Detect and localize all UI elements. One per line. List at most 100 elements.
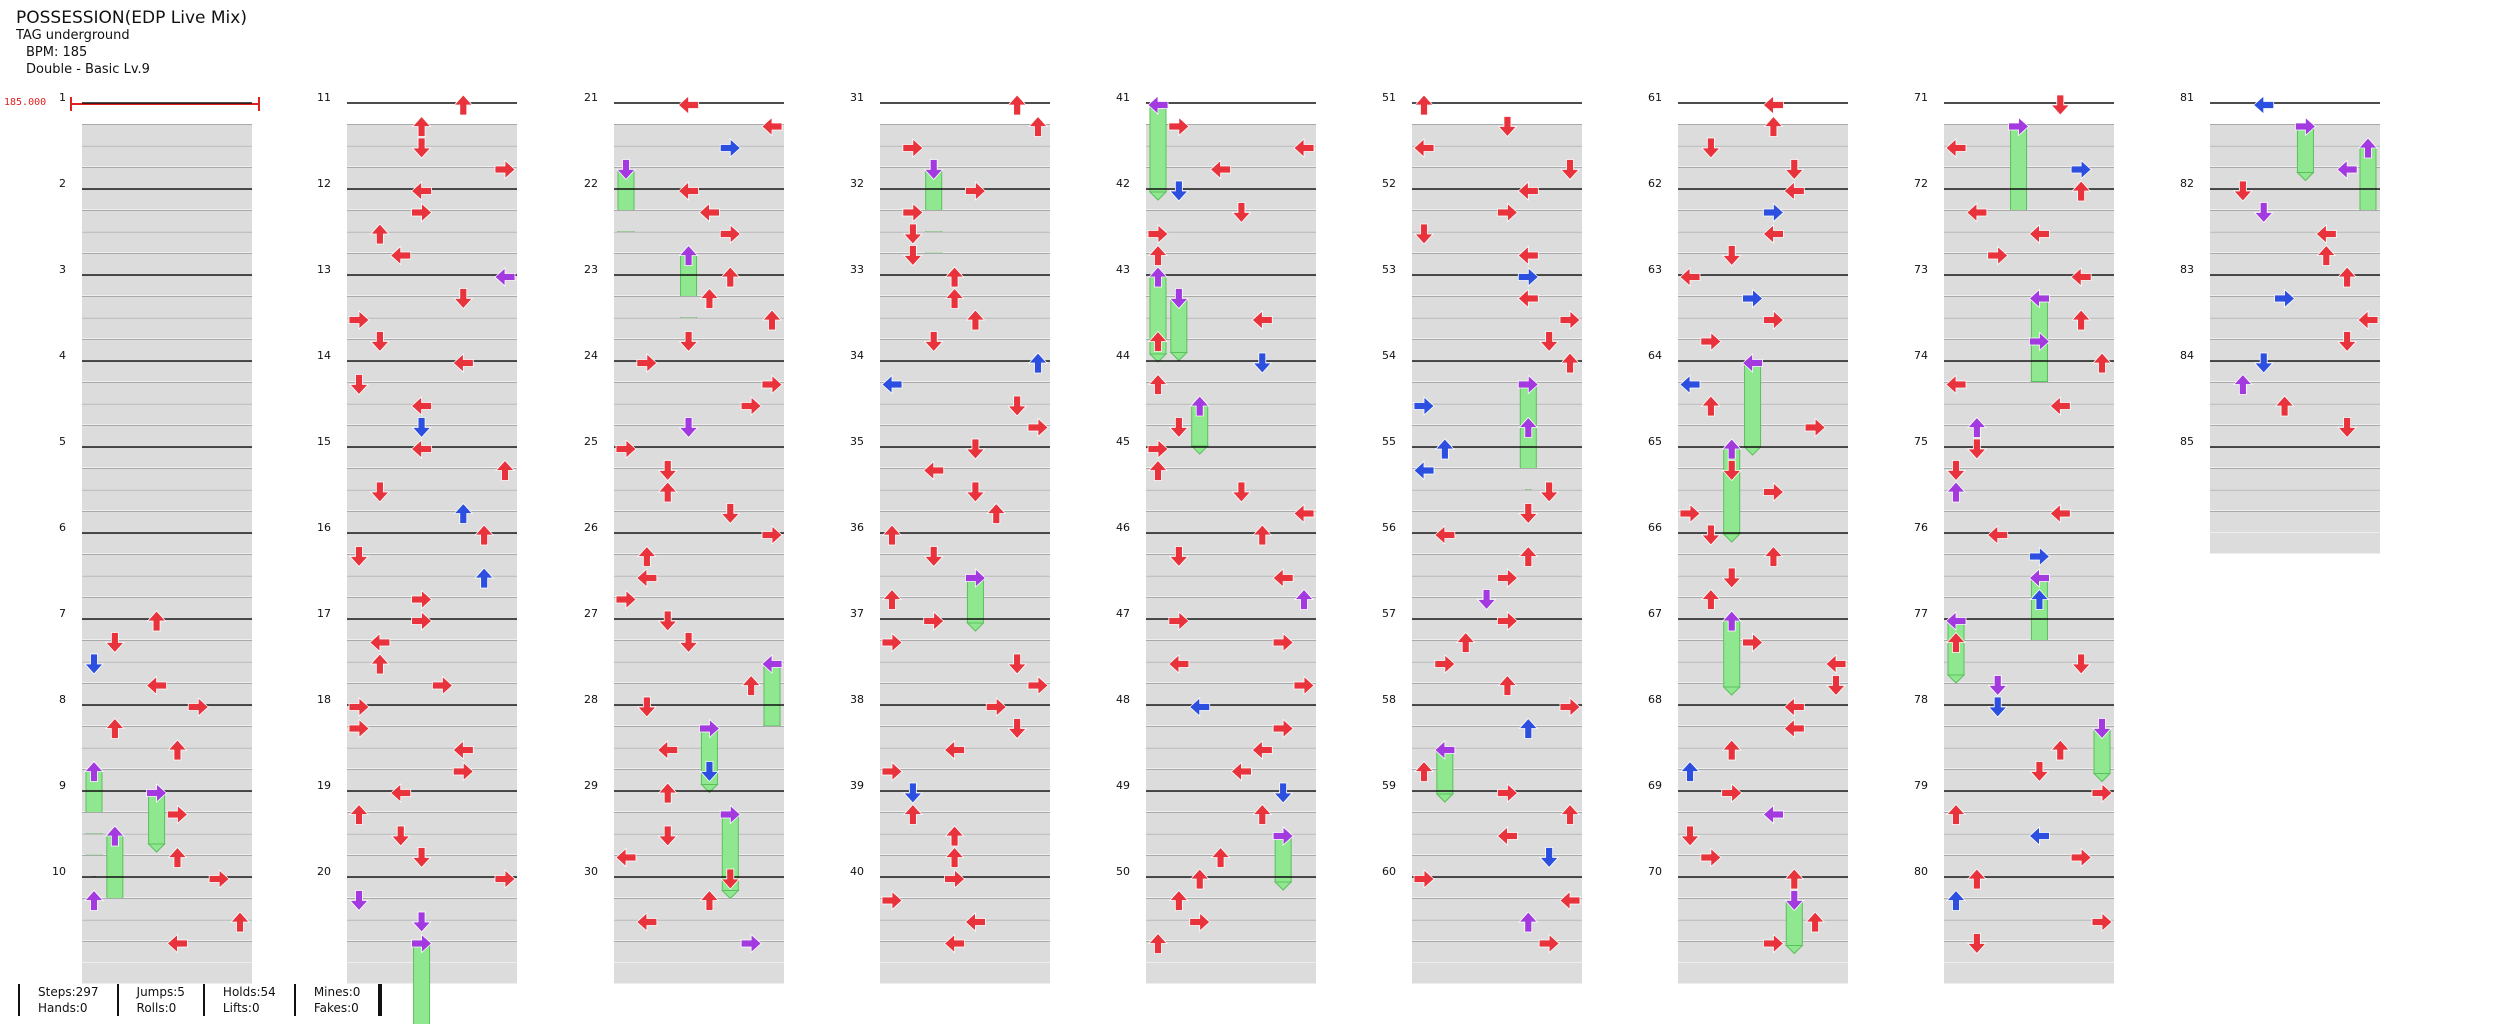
beat-shade bbox=[347, 511, 517, 532]
beat-shade bbox=[880, 360, 1050, 382]
beat-shade bbox=[1412, 962, 1582, 984]
beat-shade bbox=[347, 145, 517, 167]
beat-shade bbox=[1412, 812, 1582, 833]
step-arrow bbox=[881, 761, 903, 782]
step-arrow bbox=[1168, 116, 1190, 137]
measure: 3 bbox=[59, 263, 252, 382]
beat-shade bbox=[614, 833, 784, 855]
measure-number: 52 bbox=[1382, 177, 1396, 190]
step-arrow bbox=[1497, 116, 1518, 138]
beat-shade bbox=[347, 919, 517, 941]
step-arrow bbox=[1293, 675, 1315, 696]
step-arrow bbox=[1476, 589, 1497, 611]
step-arrow bbox=[657, 825, 678, 847]
beat-shade bbox=[82, 962, 252, 984]
step-arrow bbox=[1826, 675, 1846, 697]
beat-shade bbox=[1678, 704, 1848, 726]
measure: 65 bbox=[1648, 435, 1848, 554]
beat-shade bbox=[614, 790, 784, 812]
step-arrow bbox=[349, 546, 369, 568]
measure-number: 12 bbox=[317, 177, 331, 190]
beat-shade bbox=[614, 532, 784, 554]
measure: 16 bbox=[317, 521, 517, 640]
beat-shade bbox=[1412, 296, 1582, 317]
step-arrow bbox=[2028, 288, 2050, 309]
chart-stats: Steps:297 Hands:0 Jumps:5 Rolls:0 Holds:… bbox=[18, 984, 383, 1016]
beat-shade bbox=[2210, 188, 2380, 210]
measure-number: 77 bbox=[1914, 607, 1928, 620]
step-arrow bbox=[1148, 373, 1168, 395]
beat-shade bbox=[1944, 360, 2114, 382]
beat-shade bbox=[82, 296, 252, 317]
beat-shade bbox=[880, 167, 1050, 188]
step-arrow bbox=[1148, 932, 1168, 954]
measure-number: 66 bbox=[1648, 521, 1662, 534]
step-arrow bbox=[1680, 760, 1700, 782]
measure-number: 33 bbox=[850, 263, 864, 276]
beat-shade bbox=[1678, 317, 1848, 339]
measure-number: 65 bbox=[1648, 435, 1662, 448]
beat-shade bbox=[1944, 253, 2114, 274]
beat-shade bbox=[1412, 425, 1582, 446]
song-artist: TAG underground bbox=[16, 28, 130, 43]
beat-shade bbox=[1146, 382, 1316, 403]
step-arrow bbox=[965, 181, 987, 201]
beat-shade bbox=[82, 618, 252, 640]
measure: 54 bbox=[1382, 349, 1582, 493]
beat-shade bbox=[1412, 790, 1582, 812]
beat-shade bbox=[1678, 511, 1848, 532]
step-arrow bbox=[678, 632, 699, 654]
beat-shade bbox=[1678, 210, 1848, 231]
measure-number: 71 bbox=[1914, 91, 1928, 104]
measure-number: 82 bbox=[2180, 177, 2194, 190]
beat-shade bbox=[1678, 640, 1848, 661]
step-arrow bbox=[369, 331, 390, 353]
beat-shade bbox=[880, 317, 1050, 339]
beat-shade bbox=[1412, 210, 1582, 231]
measure-number: 49 bbox=[1116, 779, 1130, 792]
step-arrow bbox=[902, 245, 923, 267]
beat-shade bbox=[1944, 941, 2114, 962]
beat-shade bbox=[1146, 210, 1316, 231]
measure-number: 46 bbox=[1116, 521, 1130, 534]
beat-shade bbox=[1412, 317, 1582, 339]
step-arrow bbox=[2029, 761, 2050, 783]
step-arrow bbox=[411, 115, 432, 137]
beat-shade bbox=[1146, 898, 1316, 919]
beat-shade bbox=[614, 855, 784, 876]
beat-shade bbox=[1944, 747, 2114, 769]
beat-shade bbox=[1146, 188, 1316, 210]
beat-shade bbox=[1412, 855, 1582, 876]
step-arrow bbox=[2071, 653, 2092, 675]
measure-number: 37 bbox=[850, 607, 864, 620]
step-arrow bbox=[2028, 826, 2050, 846]
step-arrow bbox=[965, 481, 986, 503]
step-arrow bbox=[1946, 803, 1966, 825]
beat-shade bbox=[347, 425, 517, 446]
step-arrow bbox=[2071, 180, 2092, 202]
step-arrow bbox=[2337, 331, 2358, 353]
step-arrow bbox=[657, 460, 678, 482]
hold-body bbox=[1149, 104, 1167, 193]
beat-shade bbox=[1146, 167, 1316, 188]
beat-shade bbox=[880, 188, 1050, 210]
step-arrow bbox=[2029, 331, 2051, 352]
step-arrow bbox=[208, 869, 230, 889]
beat-shade bbox=[880, 962, 1050, 984]
hold-tail bbox=[1785, 945, 1804, 955]
beat-shade bbox=[2210, 489, 2380, 511]
step-arrow bbox=[349, 890, 369, 912]
step-arrow bbox=[2253, 95, 2275, 115]
measure: 80 bbox=[1914, 865, 2114, 984]
measure-number: 24 bbox=[584, 349, 598, 362]
measure: 23 bbox=[584, 263, 784, 382]
step-arrow bbox=[104, 825, 125, 847]
step-arrow bbox=[1946, 631, 1966, 653]
step-arrow bbox=[1539, 331, 1560, 353]
step-arrow bbox=[1272, 632, 1294, 653]
measure: 82 bbox=[2180, 177, 2380, 296]
step-arrow bbox=[1497, 202, 1519, 223]
beat-shade bbox=[1146, 941, 1316, 962]
beat-shade bbox=[1146, 446, 1316, 468]
